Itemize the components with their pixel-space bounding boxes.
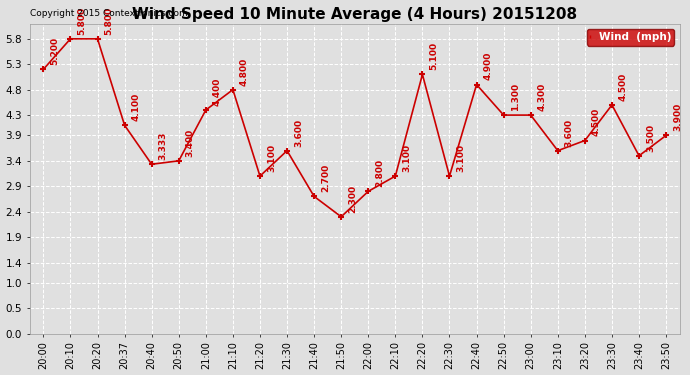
Text: 3.900: 3.900 (673, 103, 682, 131)
Text: 3.500: 3.500 (646, 123, 655, 152)
Text: 5.800: 5.800 (104, 6, 113, 34)
Text: 2.300: 2.300 (348, 184, 357, 213)
Text: 4.800: 4.800 (240, 57, 249, 86)
Text: 5.800: 5.800 (77, 6, 86, 34)
Title: Wind Speed 10 Minute Average (4 Hours) 20151208: Wind Speed 10 Minute Average (4 Hours) 2… (132, 6, 578, 21)
Text: 5.100: 5.100 (429, 42, 438, 70)
Text: 3.333: 3.333 (159, 132, 168, 160)
Legend: Wind  (mph): Wind (mph) (587, 29, 674, 45)
Text: 3.100: 3.100 (457, 144, 466, 172)
Text: 4.500: 4.500 (592, 108, 601, 136)
Text: 4.300: 4.300 (538, 82, 546, 111)
Text: 2.700: 2.700 (321, 164, 330, 192)
Text: 4.900: 4.900 (484, 52, 493, 80)
Text: 3.400: 3.400 (186, 128, 195, 157)
Text: 3.600: 3.600 (294, 118, 303, 147)
Text: 4.100: 4.100 (132, 93, 141, 121)
Text: 4.500: 4.500 (619, 72, 628, 101)
Text: 3.600: 3.600 (564, 118, 574, 147)
Text: 4.400: 4.400 (213, 78, 221, 106)
Text: 1.300: 1.300 (511, 83, 520, 111)
Text: 3.100: 3.100 (267, 144, 276, 172)
Text: 2.800: 2.800 (375, 159, 384, 187)
Text: 3.100: 3.100 (402, 144, 411, 172)
Text: Copyright 2015 Contextronics.com: Copyright 2015 Contextronics.com (30, 9, 188, 18)
Text: 5.200: 5.200 (50, 37, 59, 65)
